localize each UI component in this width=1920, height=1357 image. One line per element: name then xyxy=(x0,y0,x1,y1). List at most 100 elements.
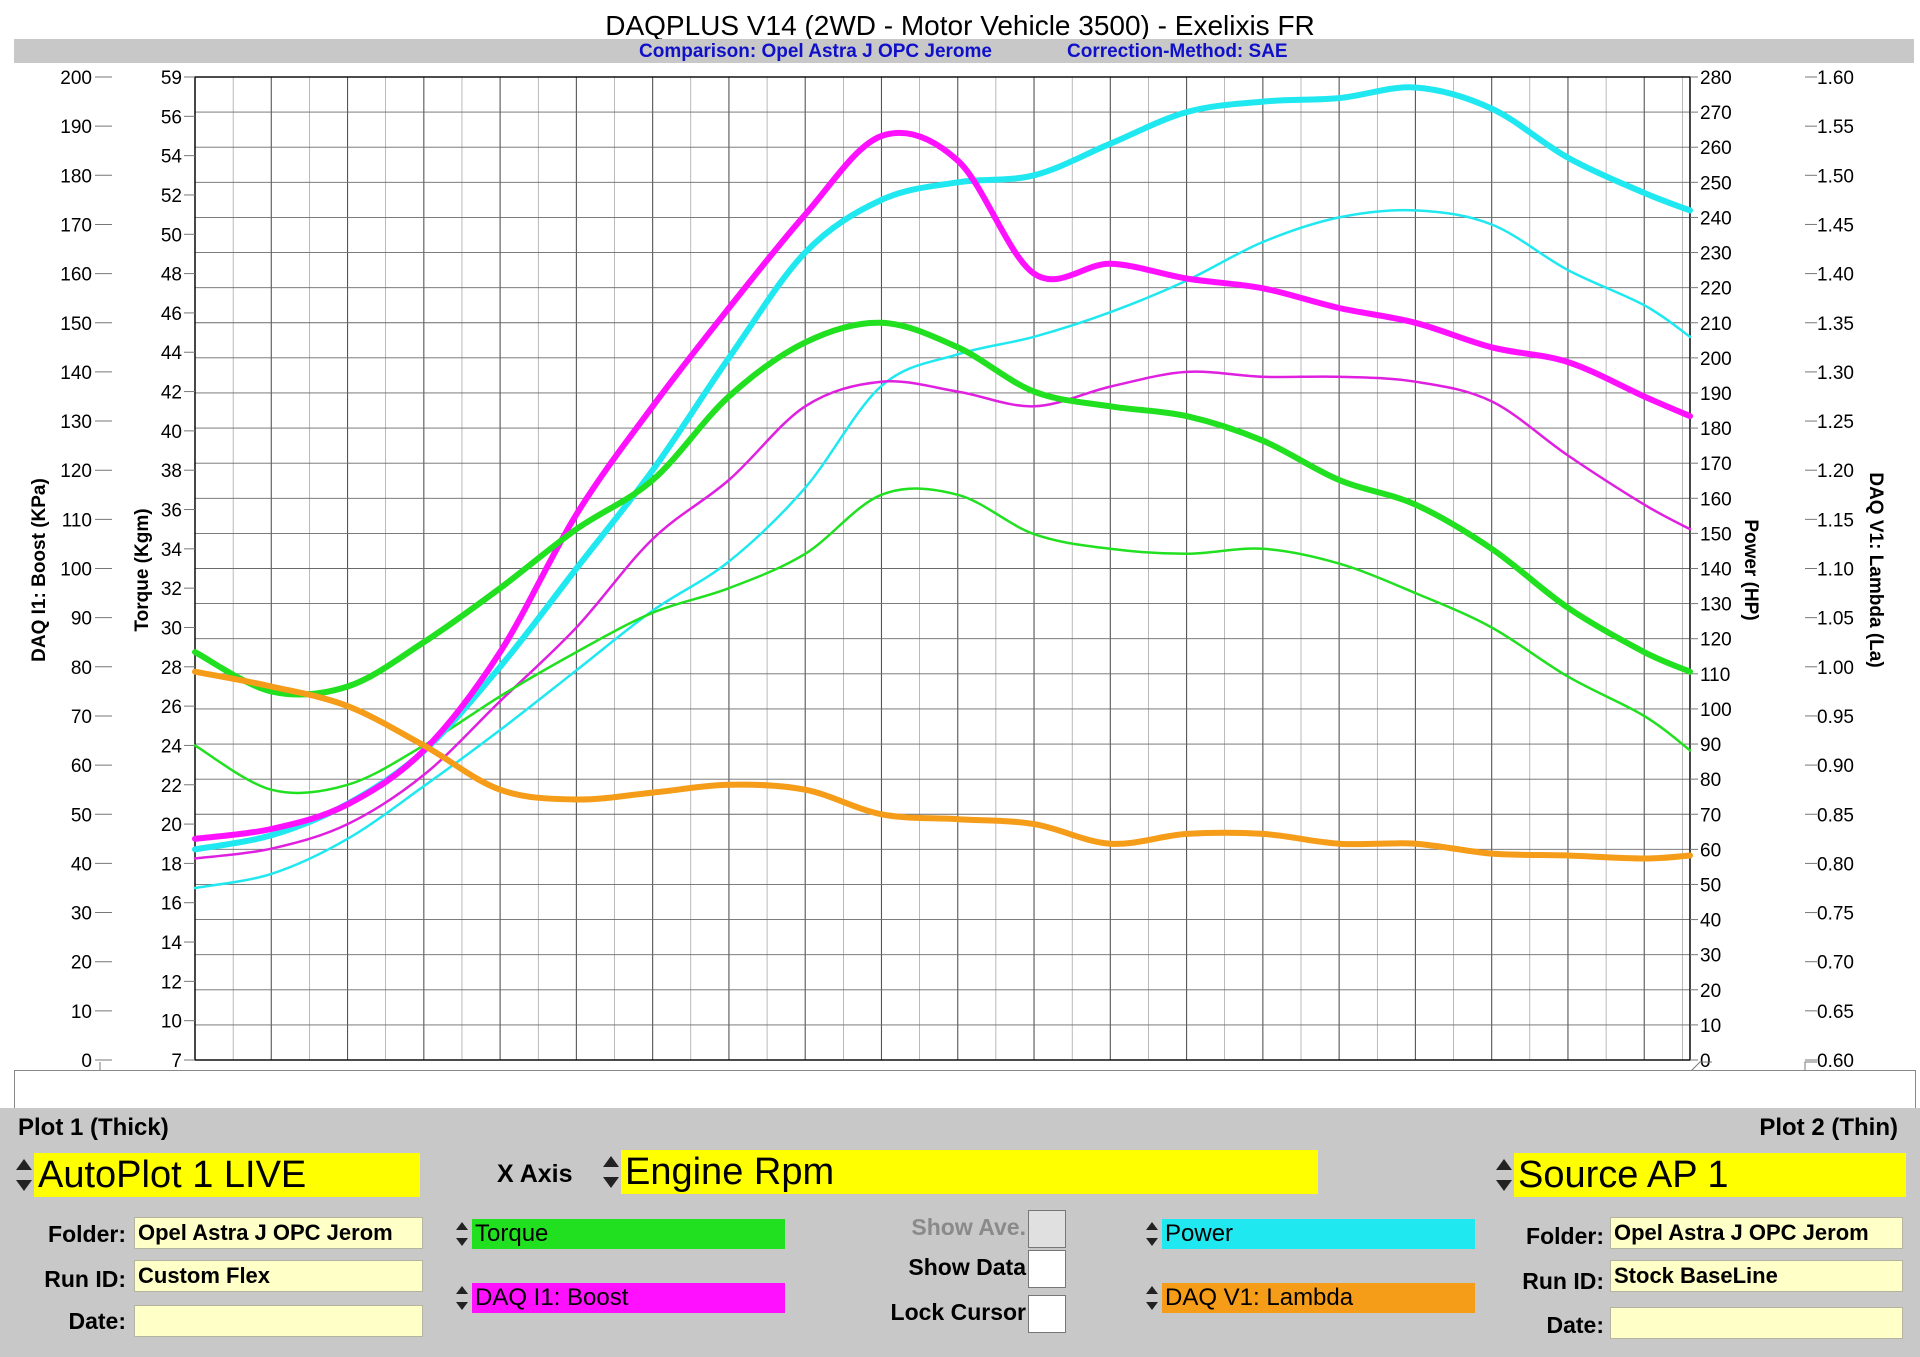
boost-tick-label: 50 xyxy=(71,805,92,826)
lambda-tick-label: 1.05 xyxy=(1817,609,1854,630)
power-tick-label: 30 xyxy=(1700,946,1721,967)
torque-tick-label: 30 xyxy=(161,618,182,639)
plot2-runid-field[interactable]: Stock BaseLine xyxy=(1610,1260,1903,1292)
torque-tick-label: 48 xyxy=(161,265,182,286)
lambda-tick-label: 0.75 xyxy=(1817,904,1854,925)
show-data-label: Show Data xyxy=(908,1254,1026,1280)
power-axis-title: Power (HP) xyxy=(1740,519,1761,620)
torque-tick-label: 50 xyxy=(161,225,182,246)
lambda-tick-label: 1.50 xyxy=(1817,166,1854,187)
power-tick-label: 220 xyxy=(1700,279,1732,300)
torque-tick-label: 20 xyxy=(161,815,182,836)
correction-method-label: Correction-Method: SAE xyxy=(1067,41,1288,62)
lambda-tick-label: 0.90 xyxy=(1817,756,1854,777)
lock-cursor-checkbox[interactable] xyxy=(1028,1295,1066,1333)
comparison-label: Comparison: Opel Astra J OPC Jerome xyxy=(639,41,993,62)
torque-tick-label: 16 xyxy=(161,894,182,915)
torque-tick-label: 14 xyxy=(161,933,183,954)
show-ave-label: Show Ave. xyxy=(911,1214,1026,1240)
power-tick-label: 280 xyxy=(1700,68,1732,89)
thin-power-line xyxy=(193,208,1692,890)
boost-tick-label: 10 xyxy=(71,1002,92,1023)
thick-torque-line xyxy=(192,319,1693,698)
lambda-tick-label: 1.35 xyxy=(1817,314,1854,335)
axis-corner xyxy=(1689,1061,1712,1073)
torque-tick-label: 36 xyxy=(161,501,182,522)
torque-tick-label: 7 xyxy=(171,1051,182,1072)
plot2-source-select[interactable]: Source AP 1 xyxy=(1514,1153,1906,1197)
lambda-tick-label: 0.65 xyxy=(1817,1002,1854,1023)
power-tick-label: 230 xyxy=(1700,244,1732,265)
chart-title: DAQPLUS V14 (2WD - Motor Vehicle 3500) -… xyxy=(605,10,1315,41)
boost-tick-label: 40 xyxy=(71,854,92,875)
lambda-tick-label: 0.60 xyxy=(1817,1051,1854,1072)
torque-tick-label: 46 xyxy=(161,304,182,325)
plot1-source-select[interactable]: AutoPlot 1 LIVE xyxy=(34,1153,420,1197)
lambda-tick-label: 1.00 xyxy=(1817,658,1854,679)
dyno-chart[interactable]: 1500175020002250250027503000325035003750… xyxy=(0,60,1920,1110)
boost-tick-label: 110 xyxy=(62,510,92,531)
lambda-channel-select[interactable]: DAQ V1: Lambda xyxy=(1162,1283,1475,1313)
thick-power-line xyxy=(192,84,1693,853)
plot2-source-spinner-icon[interactable] xyxy=(1494,1153,1512,1197)
lambda-tick-label: 1.20 xyxy=(1817,461,1854,482)
boost-channel-spinner-icon[interactable] xyxy=(454,1283,472,1313)
power-tick-label: 90 xyxy=(1700,735,1721,756)
lambda-tick-label: 1.45 xyxy=(1817,215,1854,236)
plot2-date-field[interactable] xyxy=(1610,1307,1903,1339)
plot1-source-spinner-icon[interactable] xyxy=(14,1153,32,1197)
torque-channel-select[interactable]: Torque xyxy=(472,1219,785,1249)
torque-tick-label: 38 xyxy=(161,461,182,482)
grid xyxy=(194,76,1691,1061)
lambda-tick-label: 1.25 xyxy=(1817,412,1854,433)
torque-tick-label: 10 xyxy=(161,1012,182,1033)
power-tick-label: 240 xyxy=(1700,208,1732,229)
boost-tick-label: 80 xyxy=(71,658,92,679)
power-channel-select[interactable]: Power xyxy=(1162,1219,1475,1249)
lambda-tick-label: 1.55 xyxy=(1817,117,1854,138)
power-tick-label: 160 xyxy=(1700,489,1732,510)
lambda-tick-label: 0.70 xyxy=(1817,953,1854,974)
subtitle-bar: Comparison: Opel Astra J OPC Jerome Corr… xyxy=(14,39,1914,63)
power-channel-spinner-icon[interactable] xyxy=(1144,1219,1162,1249)
plot2-runid-label: Run ID: xyxy=(1522,1268,1604,1294)
thick-daq-i1-boost-line xyxy=(192,129,1693,842)
thick-daq-v1-lambda-line xyxy=(192,668,1693,862)
torque-tick-label: 44 xyxy=(161,343,183,364)
show-ave-checkbox[interactable] xyxy=(1028,1210,1066,1248)
series-layer xyxy=(192,84,1693,890)
boost-tick-label: 100 xyxy=(60,560,92,581)
torque-tick-label: 12 xyxy=(161,972,182,993)
plot1-runid-label: Run ID: xyxy=(44,1266,126,1292)
power-tick-label: 80 xyxy=(1700,770,1721,791)
power-tick-label: 150 xyxy=(1700,524,1732,545)
power-tick-label: 190 xyxy=(1700,384,1732,405)
x-axis-spinner-icon[interactable] xyxy=(601,1150,619,1194)
plot1-date-field[interactable] xyxy=(134,1305,423,1337)
boost-tick-label: 70 xyxy=(71,707,92,728)
plot1-label: Plot 1 (Thick) xyxy=(18,1114,169,1141)
power-tick-label: 70 xyxy=(1700,805,1721,826)
torque-tick-label: 28 xyxy=(161,658,182,679)
torque-tick-label: 18 xyxy=(161,854,182,875)
plot2-folder-field[interactable]: Opel Astra J OPC Jerom xyxy=(1610,1217,1903,1249)
torque-tick-label: 56 xyxy=(161,107,182,128)
lambda-channel-spinner-icon[interactable] xyxy=(1144,1283,1162,1313)
power-tick-label: 120 xyxy=(1700,630,1732,651)
plot1-folder-field[interactable]: Opel Astra J OPC Jerom xyxy=(134,1217,423,1249)
boost-channel-select[interactable]: DAQ I1: Boost xyxy=(472,1283,785,1313)
power-tick-label: 180 xyxy=(1700,419,1732,440)
torque-tick-label: 40 xyxy=(161,422,182,443)
boost-tick-label: 90 xyxy=(71,609,92,630)
plot1-runid-field[interactable]: Custom Flex xyxy=(134,1260,423,1292)
torque-channel-spinner-icon[interactable] xyxy=(454,1219,472,1249)
lambda-tick-label: 1.10 xyxy=(1817,560,1854,581)
power-tick-label: 250 xyxy=(1700,173,1732,194)
power-tick-label: 40 xyxy=(1700,911,1721,932)
torque-tick-label: 24 xyxy=(161,736,183,757)
power-tick-label: 10 xyxy=(1700,1016,1721,1037)
x-axis-select[interactable]: Engine Rpm xyxy=(621,1150,1318,1194)
thin-daq-i1-boost-line xyxy=(193,370,1692,860)
show-data-checkbox[interactable] xyxy=(1028,1250,1066,1288)
boost-tick-label: 200 xyxy=(60,68,92,89)
